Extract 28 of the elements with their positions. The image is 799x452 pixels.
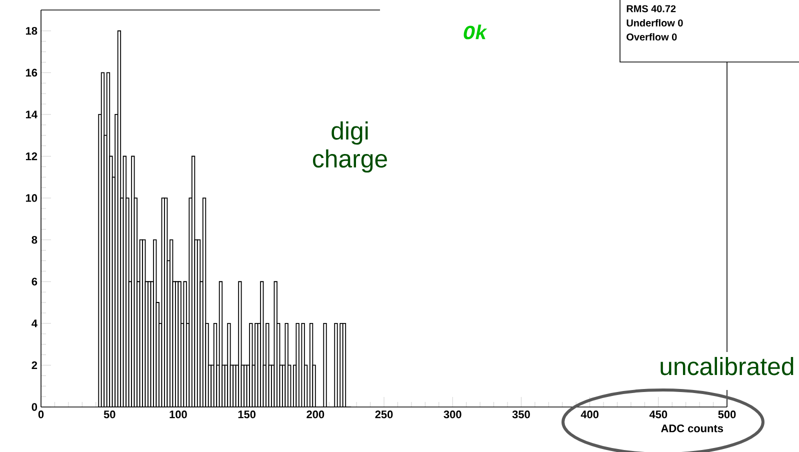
y-tick-label: 6: [32, 278, 38, 286]
y-tick-label: 10: [26, 194, 38, 202]
annotation: Underflow 0: [626, 19, 683, 26]
x-tick-label: 400: [580, 410, 598, 418]
annotation: Overflow 0: [626, 33, 677, 40]
x-tick-label: 0: [38, 410, 44, 418]
x-tick-label: 500: [718, 410, 736, 418]
x-tick-label: 150: [238, 410, 256, 418]
y-tick-label: 4: [32, 320, 38, 328]
x-tick-label: 450: [649, 410, 668, 418]
x-tick-label: 250: [375, 410, 393, 418]
y-tick-label: 14: [26, 110, 38, 118]
annotation: digi charge: [312, 121, 387, 173]
annotation: RMS 40.72: [626, 5, 676, 12]
x-tick-label: 100: [170, 410, 187, 418]
y-tick-label: 2: [32, 361, 38, 370]
annotation: Ok: [464, 24, 488, 40]
x-axis-title: ADC counts: [661, 424, 724, 432]
annotation: uncalibrated: [660, 356, 794, 376]
x-tick-label: 300: [444, 410, 462, 418]
x-tick-label: 350: [512, 410, 530, 418]
y-tick-label: 16: [26, 68, 38, 77]
y-tick-label: 8: [32, 236, 38, 244]
y-tick-label: 0: [32, 403, 38, 411]
x-tick-label: 200: [306, 410, 324, 418]
x-tick-label: 50: [104, 410, 116, 418]
y-tick-label: 18: [26, 27, 38, 35]
y-tick-label: 12: [26, 152, 38, 160]
